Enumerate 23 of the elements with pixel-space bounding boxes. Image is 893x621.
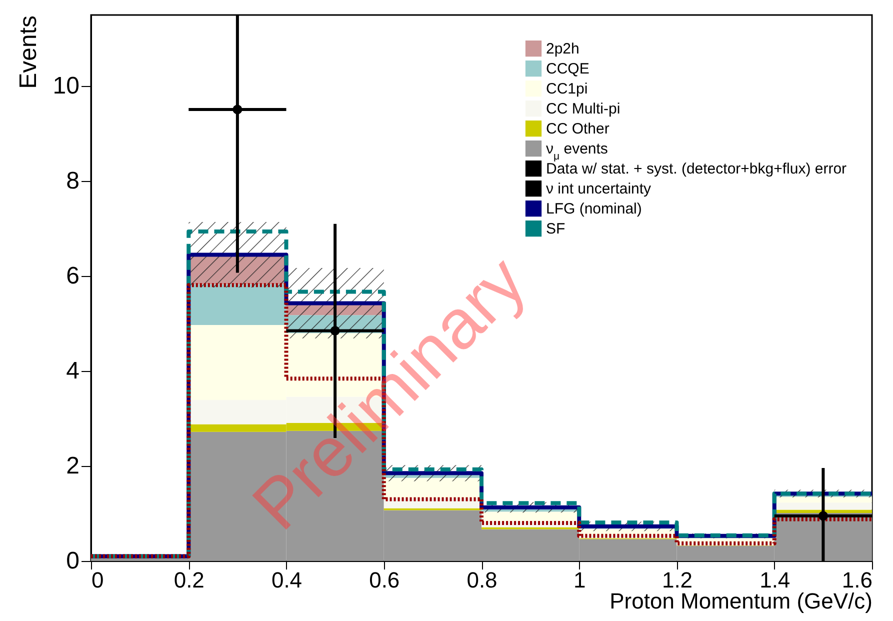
legend-label: CC Multi-pi bbox=[546, 100, 620, 118]
y-tick-label: 0 bbox=[66, 548, 80, 574]
legend-label: 2p2h bbox=[546, 40, 580, 58]
legend-label: SF bbox=[546, 220, 566, 238]
x-tick-label: 0 bbox=[92, 568, 104, 592]
legend-label: CC Other bbox=[546, 120, 610, 138]
legend-label: LFG (nominal) bbox=[546, 200, 642, 218]
x-tick-label: 0.2 bbox=[174, 568, 204, 592]
y-tick-label: 4 bbox=[66, 358, 80, 385]
x-tick-label: 0.6 bbox=[369, 568, 400, 592]
x-tick-label: 1 bbox=[574, 568, 586, 592]
y-tick-label: 8 bbox=[66, 168, 80, 195]
y-axis-title: Events bbox=[14, 16, 42, 89]
y-tick-label: 10 bbox=[52, 72, 80, 100]
legend-label: Data w/ stat. + syst. (detector+bkg+flux) error bbox=[546, 160, 847, 178]
x-tick-label: 0.8 bbox=[466, 568, 498, 592]
y-tick-label: 6 bbox=[66, 262, 80, 290]
y-tick-label: 2 bbox=[66, 452, 80, 480]
legend-label: ν$_{μ}$ events bbox=[546, 140, 608, 162]
legend-label: ν int uncertainty bbox=[546, 180, 652, 198]
legend-label: CCQE bbox=[546, 60, 590, 78]
x-tick-label: 0.4 bbox=[271, 568, 302, 592]
legend-label: CC1pi bbox=[546, 80, 588, 98]
